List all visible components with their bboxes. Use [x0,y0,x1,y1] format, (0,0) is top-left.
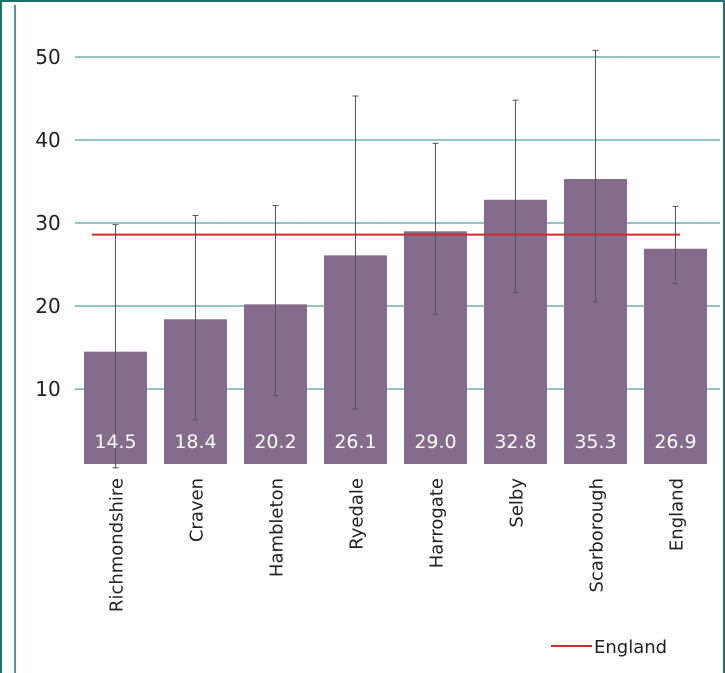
x-tick-label: Richmondshire [107,478,128,612]
data-label: 26.1 [334,431,376,453]
x-tick-label: Selby [507,478,528,528]
y-axis-tick-labels: 10 20 30 40 50 [35,45,60,401]
y-tick-label: 40 [35,128,60,152]
x-tick-label: England [667,478,688,551]
x-tick-label: Scarborough [587,478,608,592]
legend-label-england: England [594,637,667,658]
x-tick-label: Craven [187,478,208,542]
data-label: 20.2 [254,431,296,453]
value-labels: 14.5 18.4 20.2 26.1 29.0 32.8 35.3 26.9 [94,431,696,453]
error-bars [112,49,679,469]
y-tick-label: 50 [35,45,60,69]
x-tick-label: Hambleton [267,478,288,577]
legend: England [551,637,667,658]
data-label: 14.5 [94,431,136,453]
x-tick-label: Ryedale [347,478,368,550]
y-tick-label: 20 [35,294,60,318]
x-tick-label: Harrogate [427,478,448,568]
data-label: 29.0 [414,431,456,453]
y-tick-label: 30 [35,211,60,235]
bar [644,248,707,464]
y-tick-label: 10 [35,377,60,401]
data-label: 18.4 [174,431,216,453]
data-label: 26.9 [654,431,696,453]
x-axis-tick-labels: Richmondshire Craven Hambleton Ryedale Harro… [107,478,688,612]
data-label: 32.8 [494,431,536,453]
data-label: 35.3 [574,431,616,453]
bars [84,179,707,464]
